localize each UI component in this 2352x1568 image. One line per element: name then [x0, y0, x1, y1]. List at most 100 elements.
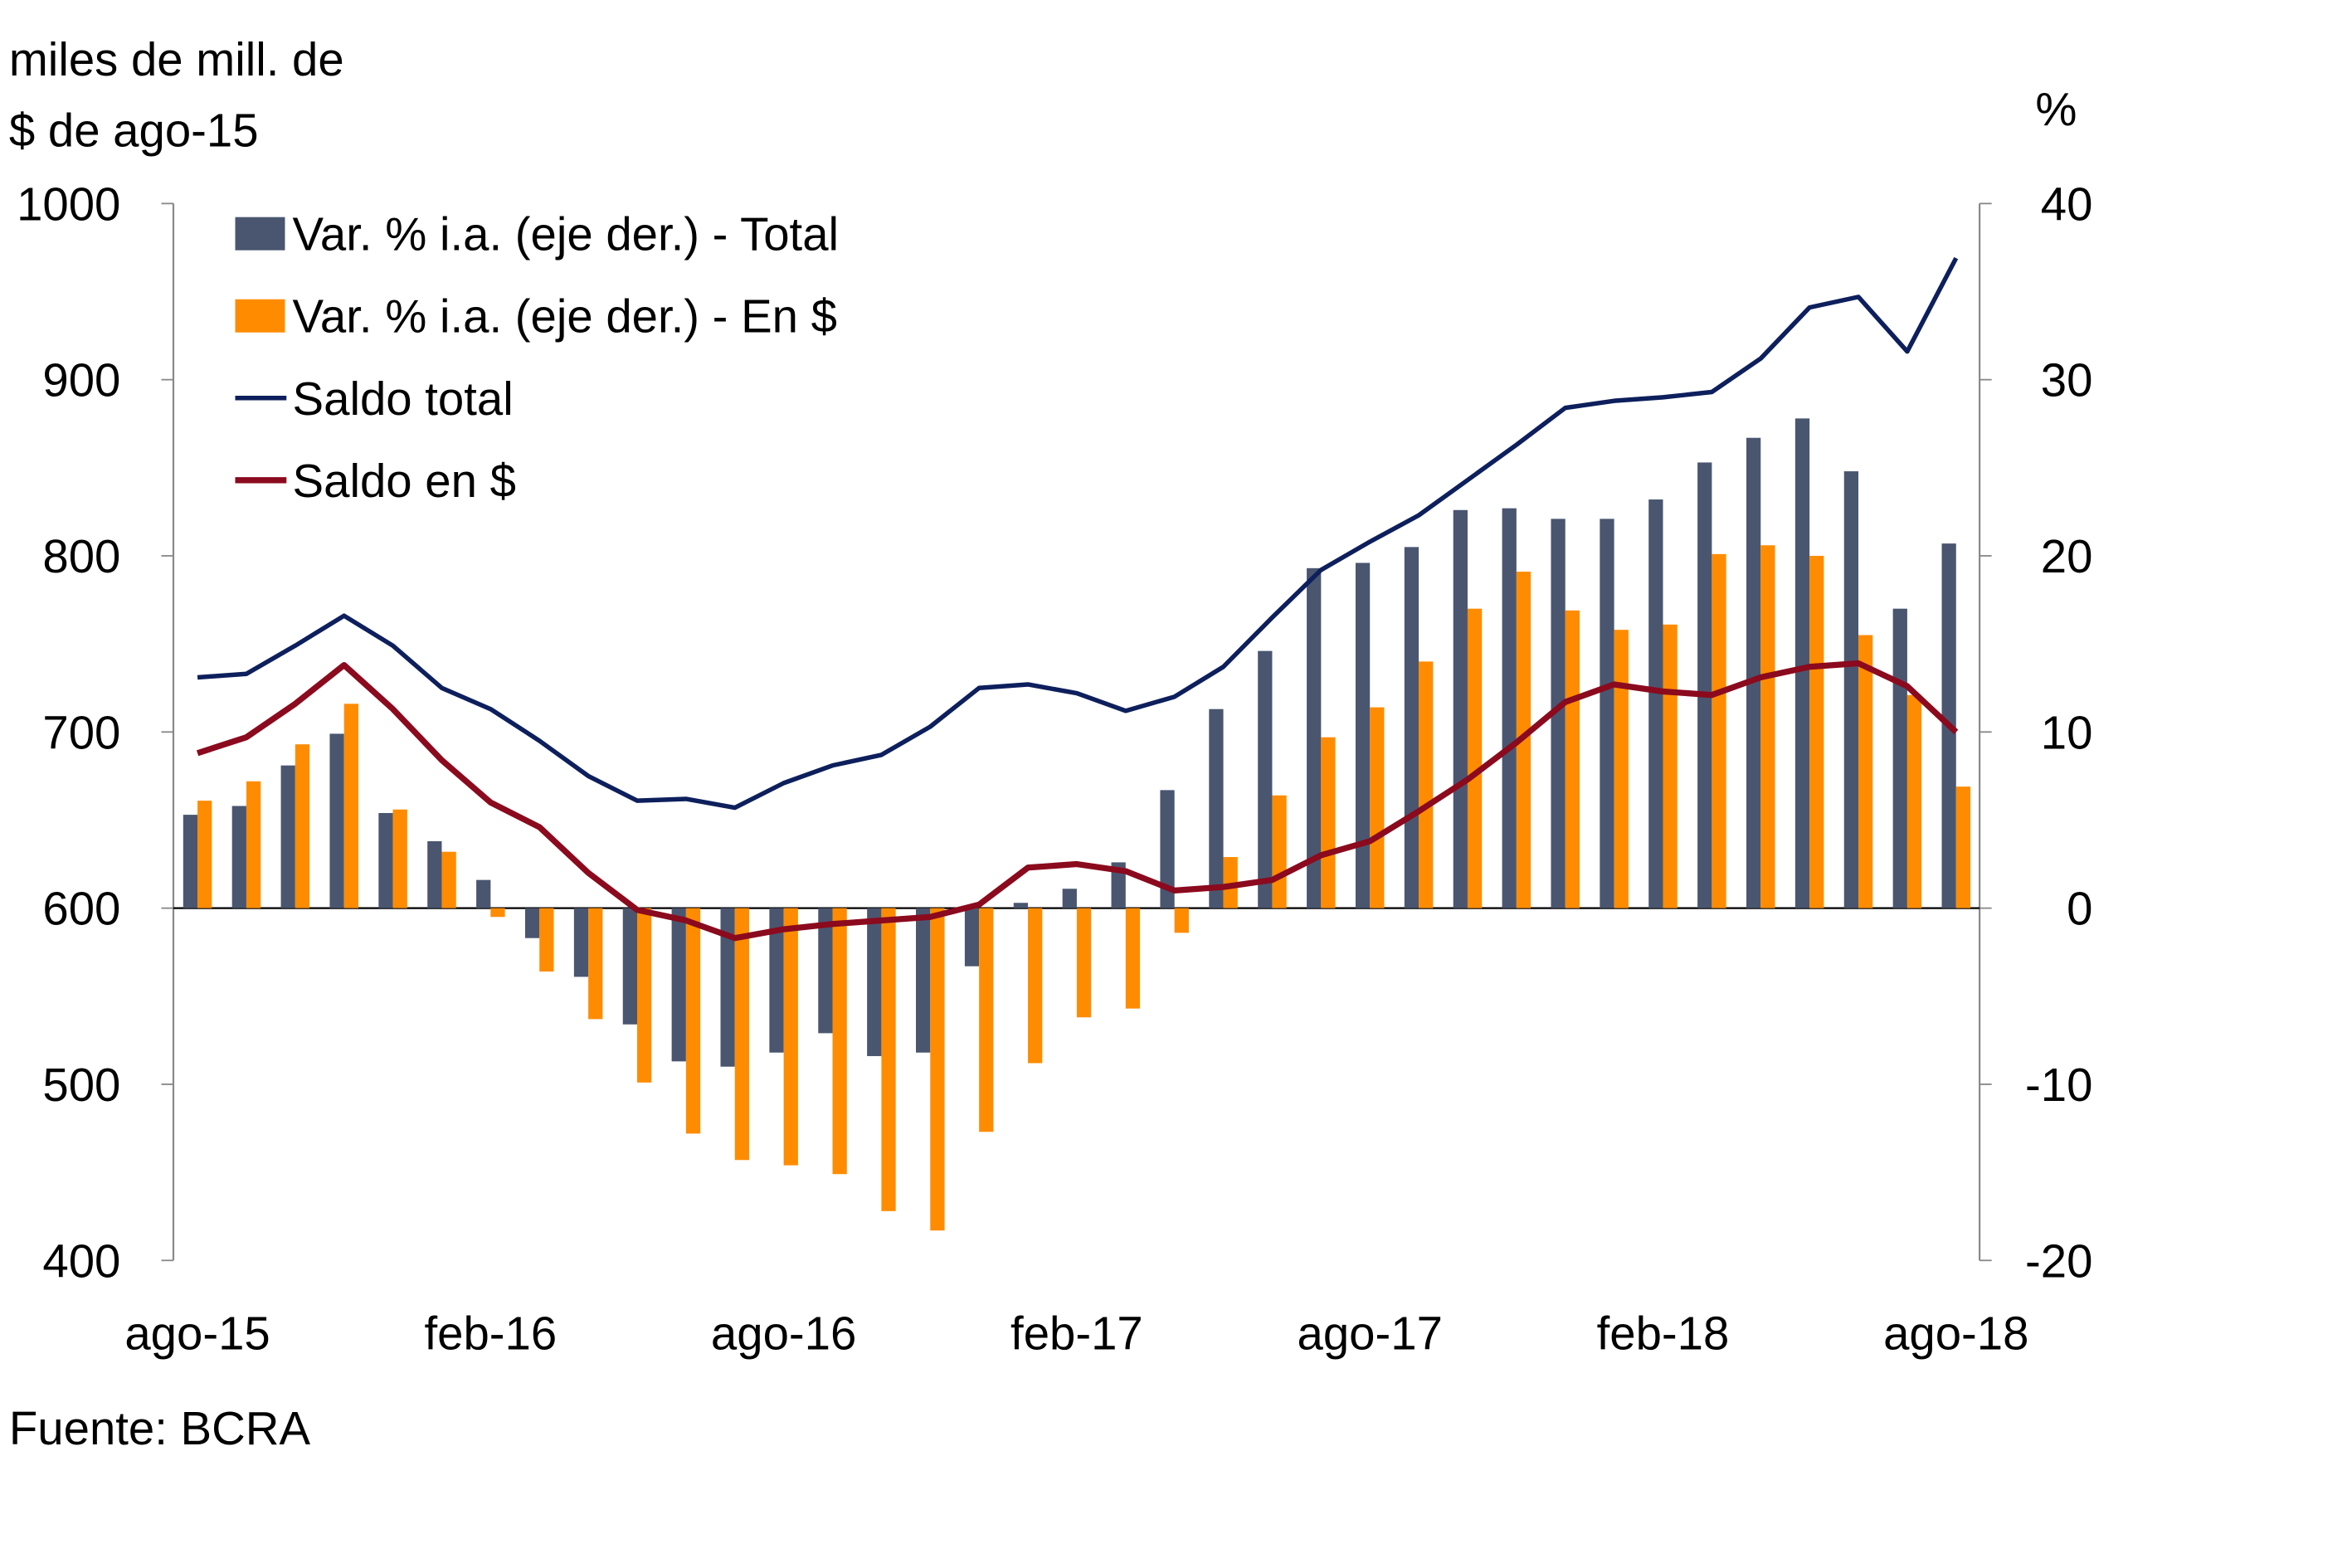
bar-total: [1013, 903, 1029, 908]
bar-pesos: [539, 908, 554, 972]
left-tick-label: 1000: [17, 178, 120, 230]
left-tick-label: 700: [42, 706, 120, 758]
bar-pesos: [1809, 555, 1824, 908]
bar-pesos: [734, 908, 750, 1161]
bar-pesos: [441, 851, 456, 908]
legend-label: Var. % i.a. (eje der.) - Total: [293, 208, 840, 261]
left-axis-title-line2: $ de ago-15: [9, 104, 259, 156]
bar-pesos: [1028, 908, 1043, 1064]
bar-pesos: [832, 908, 847, 1175]
bar-pesos: [1125, 908, 1141, 1009]
x-tick-label: ago-18: [1883, 1307, 2028, 1359]
axes: 1000 900 800 700 600 500 400 40 30 20 10 0 -10 -20 ago…: [17, 178, 2092, 1359]
legend-label: Saldo en $: [293, 455, 516, 507]
bar-total: [476, 879, 491, 908]
bar-pesos: [1712, 553, 1726, 908]
left-tick-label: 400: [42, 1234, 120, 1287]
bar-pesos: [490, 908, 505, 918]
bar-pesos: [588, 908, 603, 1020]
line-saldo-pesos: [196, 660, 1959, 942]
bar-pesos: [783, 908, 798, 1166]
bar-total: [916, 908, 931, 1053]
bar-total: [1453, 509, 1468, 908]
bar-total: [1502, 508, 1517, 908]
bar-pesos: [295, 744, 310, 908]
bar-pesos: [881, 908, 896, 1211]
bar-pesos: [979, 908, 994, 1132]
bar-total: [1062, 889, 1077, 908]
x-tick-label: ago-17: [1298, 1307, 1443, 1359]
bar-total: [183, 815, 198, 908]
bar-pesos: [1223, 857, 1238, 908]
bar-total: [769, 908, 784, 1053]
bar-total: [1843, 471, 1859, 908]
bar-total: [1600, 519, 1614, 908]
left-tick-label: 500: [42, 1059, 120, 1111]
bar-pesos: [343, 704, 358, 908]
bar-total: [427, 840, 442, 908]
left-tick-label: 800: [42, 530, 120, 582]
lines: [196, 256, 1959, 942]
bar-total: [964, 908, 980, 967]
bar-total: [1746, 437, 1761, 908]
bar-total: [524, 908, 540, 938]
bar-total: [1404, 547, 1419, 908]
bar-total: [231, 806, 246, 908]
bar-pesos: [1858, 635, 1873, 908]
right-tick-label: 10: [2041, 706, 2093, 758]
right-tick-label: 40: [2041, 178, 2093, 230]
source-note: Fuente: BCRA: [9, 1402, 311, 1454]
bar-total: [1794, 418, 1810, 908]
bar-pesos: [685, 908, 701, 1134]
bar-pesos: [1906, 694, 1922, 908]
line-saldo-total: [197, 256, 1959, 811]
bar-pesos: [636, 908, 652, 1083]
right-axis-title: %: [2035, 83, 2077, 135]
right-tick-label: 20: [2041, 530, 2093, 582]
right-tick-label: 30: [2041, 354, 2093, 407]
bar-total: [1355, 562, 1371, 908]
bar-total: [1111, 862, 1126, 908]
bar-total: [280, 765, 295, 908]
bar-total: [720, 908, 735, 1067]
right-tick-label: -10: [2025, 1059, 2092, 1111]
bar-pesos: [1076, 908, 1092, 1018]
bar-total: [1697, 462, 1712, 908]
legend-label: Saldo total: [293, 373, 514, 425]
bar-pesos: [1955, 786, 1971, 908]
bar-pesos: [1419, 661, 1434, 908]
left-axis-title-line1: miles de mill. de: [9, 33, 344, 85]
left-tick-label: 900: [42, 354, 120, 407]
bar-pesos: [1467, 608, 1483, 908]
x-tick-label: feb-17: [1010, 1307, 1143, 1359]
bar-total: [671, 908, 686, 1062]
legend-swatch: [235, 299, 285, 333]
bar-total: [1551, 519, 1566, 908]
legend: Var. % i.a. (eje der.) - Total Var. % i.a…: [235, 208, 840, 507]
legend-swatch: [235, 217, 285, 251]
x-tick-label: ago-15: [124, 1307, 270, 1359]
bar-total: [1258, 650, 1273, 908]
x-tick-label: feb-18: [1597, 1307, 1730, 1359]
bar-total: [329, 733, 344, 908]
bar-pesos: [1174, 908, 1189, 933]
bar-total: [378, 812, 393, 908]
bar-total: [1209, 709, 1224, 908]
bar-total: [1648, 499, 1663, 908]
bar-total: [622, 908, 637, 1025]
x-tick-label: ago-16: [711, 1307, 856, 1359]
bar-total: [867, 908, 882, 1056]
bar-pesos: [197, 801, 212, 908]
bar-total: [573, 908, 589, 977]
bar-pesos: [930, 908, 945, 1231]
bar-total: [818, 908, 833, 1034]
left-tick-label: 600: [42, 883, 120, 935]
right-tick-label: 0: [2067, 883, 2092, 935]
legend-label: Var. % i.a. (eje der.) - En $: [293, 290, 837, 343]
bars: [183, 418, 1971, 1231]
bar-total: [1160, 790, 1175, 908]
right-tick-label: -20: [2025, 1234, 2092, 1287]
bar-pesos: [1760, 545, 1775, 908]
bar-total: [1892, 608, 1907, 908]
